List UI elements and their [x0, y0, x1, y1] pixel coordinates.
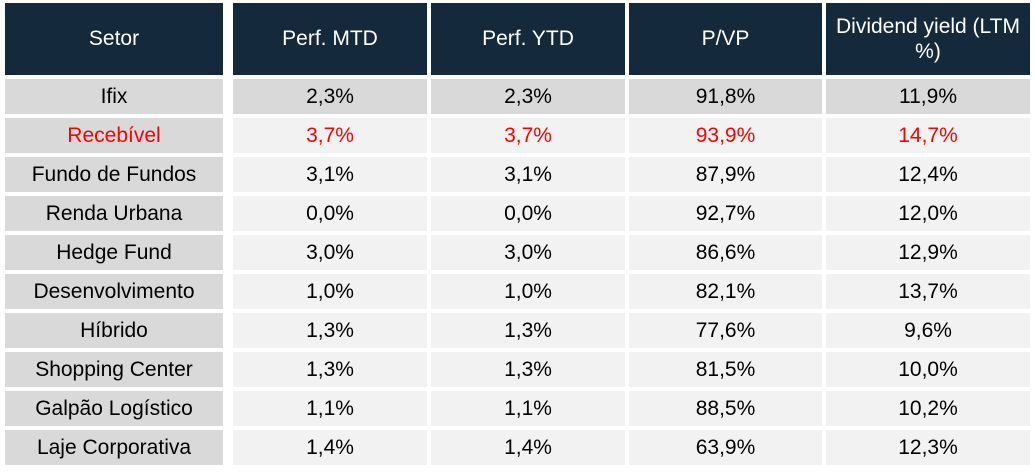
cell-setor: Desenvolvimento	[5, 274, 229, 309]
cell-setor: Fundo de Fundos	[5, 157, 229, 192]
cell-perf-mtd: 3,7%	[233, 118, 427, 153]
cell-pvp: 93,9%	[629, 118, 822, 153]
cell-dividend-yield: 10,2%	[826, 391, 1030, 426]
cell-perf-mtd: 3,1%	[233, 157, 427, 192]
header-cell-setor: Setor	[5, 3, 229, 75]
cell-setor: Ifix	[5, 79, 229, 114]
cell-perf-mtd: 1,4%	[233, 430, 427, 465]
header-cell-dividend-yield: Dividend yield (LTM %)	[826, 3, 1030, 75]
cell-perf-mtd: 1,0%	[233, 274, 427, 309]
header-cell-perf-ytd: Perf. YTD	[431, 3, 625, 75]
cell-perf-mtd: 1,3%	[233, 313, 427, 348]
table-row: Recebível 3,7% 3,7% 93,9% 14,7%	[5, 118, 1030, 153]
cell-setor: Híbrido	[5, 313, 229, 348]
cell-dividend-yield: 12,9%	[826, 235, 1030, 270]
cell-pvp: 77,6%	[629, 313, 822, 348]
cell-dividend-yield: 12,4%	[826, 157, 1030, 192]
cell-perf-mtd: 3,0%	[233, 235, 427, 270]
cell-perf-mtd: 2,3%	[233, 79, 427, 114]
table-row: Galpão Logístico 1,1% 1,1% 88,5% 10,2%	[5, 391, 1030, 426]
cell-pvp: 88,5%	[629, 391, 822, 426]
table-row: Desenvolvimento 1,0% 1,0% 82,1% 13,7%	[5, 274, 1030, 309]
header-cell-perf-mtd: Perf. MTD	[233, 3, 427, 75]
cell-dividend-yield: 12,0%	[826, 196, 1030, 231]
cell-dividend-yield: 11,9%	[826, 79, 1030, 114]
cell-setor: Recebível	[5, 118, 229, 153]
cell-perf-mtd: 1,1%	[233, 391, 427, 426]
cell-pvp: 91,8%	[629, 79, 822, 114]
table-row: Shopping Center 1,3% 1,3% 81,5% 10,0%	[5, 352, 1030, 387]
table-row: Laje Corporativa 1,4% 1,4% 63,9% 12,3%	[5, 430, 1030, 465]
cell-dividend-yield: 10,0%	[826, 352, 1030, 387]
table-row: Renda Urbana 0,0% 0,0% 92,7% 12,0%	[5, 196, 1030, 231]
cell-pvp: 87,9%	[629, 157, 822, 192]
table-row: Híbrido 1,3% 1,3% 77,6% 9,6%	[5, 313, 1030, 348]
cell-setor: Renda Urbana	[5, 196, 229, 231]
cell-dividend-yield: 14,7%	[826, 118, 1030, 153]
cell-perf-ytd: 0,0%	[431, 196, 625, 231]
cell-perf-mtd: 1,3%	[233, 352, 427, 387]
cell-pvp: 92,7%	[629, 196, 822, 231]
table-row: Ifix 2,3% 2,3% 91,8% 11,9%	[5, 79, 1030, 114]
cell-setor: Galpão Logístico	[5, 391, 229, 426]
cell-perf-ytd: 1,1%	[431, 391, 625, 426]
header-row: Setor Perf. MTD Perf. YTD P/VP Dividend yiel…	[5, 3, 1030, 75]
cell-dividend-yield: 13,7%	[826, 274, 1030, 309]
header-cell-pvp: P/VP	[629, 3, 822, 75]
cell-perf-ytd: 3,1%	[431, 157, 625, 192]
cell-pvp: 82,1%	[629, 274, 822, 309]
table-row: Fundo de Fundos 3,1% 3,1% 87,9% 12,4%	[5, 157, 1030, 192]
cell-setor: Hedge Fund	[5, 235, 229, 270]
cell-perf-ytd: 1,3%	[431, 352, 625, 387]
table-row: Hedge Fund 3,0% 3,0% 86,6% 12,9%	[5, 235, 1030, 270]
cell-perf-ytd: 3,0%	[431, 235, 625, 270]
cell-setor: Shopping Center	[5, 352, 229, 387]
cell-setor: Laje Corporativa	[5, 430, 229, 465]
cell-perf-ytd: 1,0%	[431, 274, 625, 309]
cell-pvp: 81,5%	[629, 352, 822, 387]
cell-perf-mtd: 0,0%	[233, 196, 427, 231]
cell-dividend-yield: 9,6%	[826, 313, 1030, 348]
cell-perf-ytd: 3,7%	[431, 118, 625, 153]
cell-perf-ytd: 1,3%	[431, 313, 625, 348]
cell-perf-ytd: 1,4%	[431, 430, 625, 465]
table-body: Ifix 2,3% 2,3% 91,8% 11,9% Recebível 3,7% 3,7% 9…	[5, 79, 1030, 465]
table-header: Setor Perf. MTD Perf. YTD P/VP Dividend yiel…	[5, 3, 1030, 75]
cell-pvp: 63,9%	[629, 430, 822, 465]
cell-dividend-yield: 12,3%	[826, 430, 1030, 465]
cell-perf-ytd: 2,3%	[431, 79, 625, 114]
cell-pvp: 86,6%	[629, 235, 822, 270]
